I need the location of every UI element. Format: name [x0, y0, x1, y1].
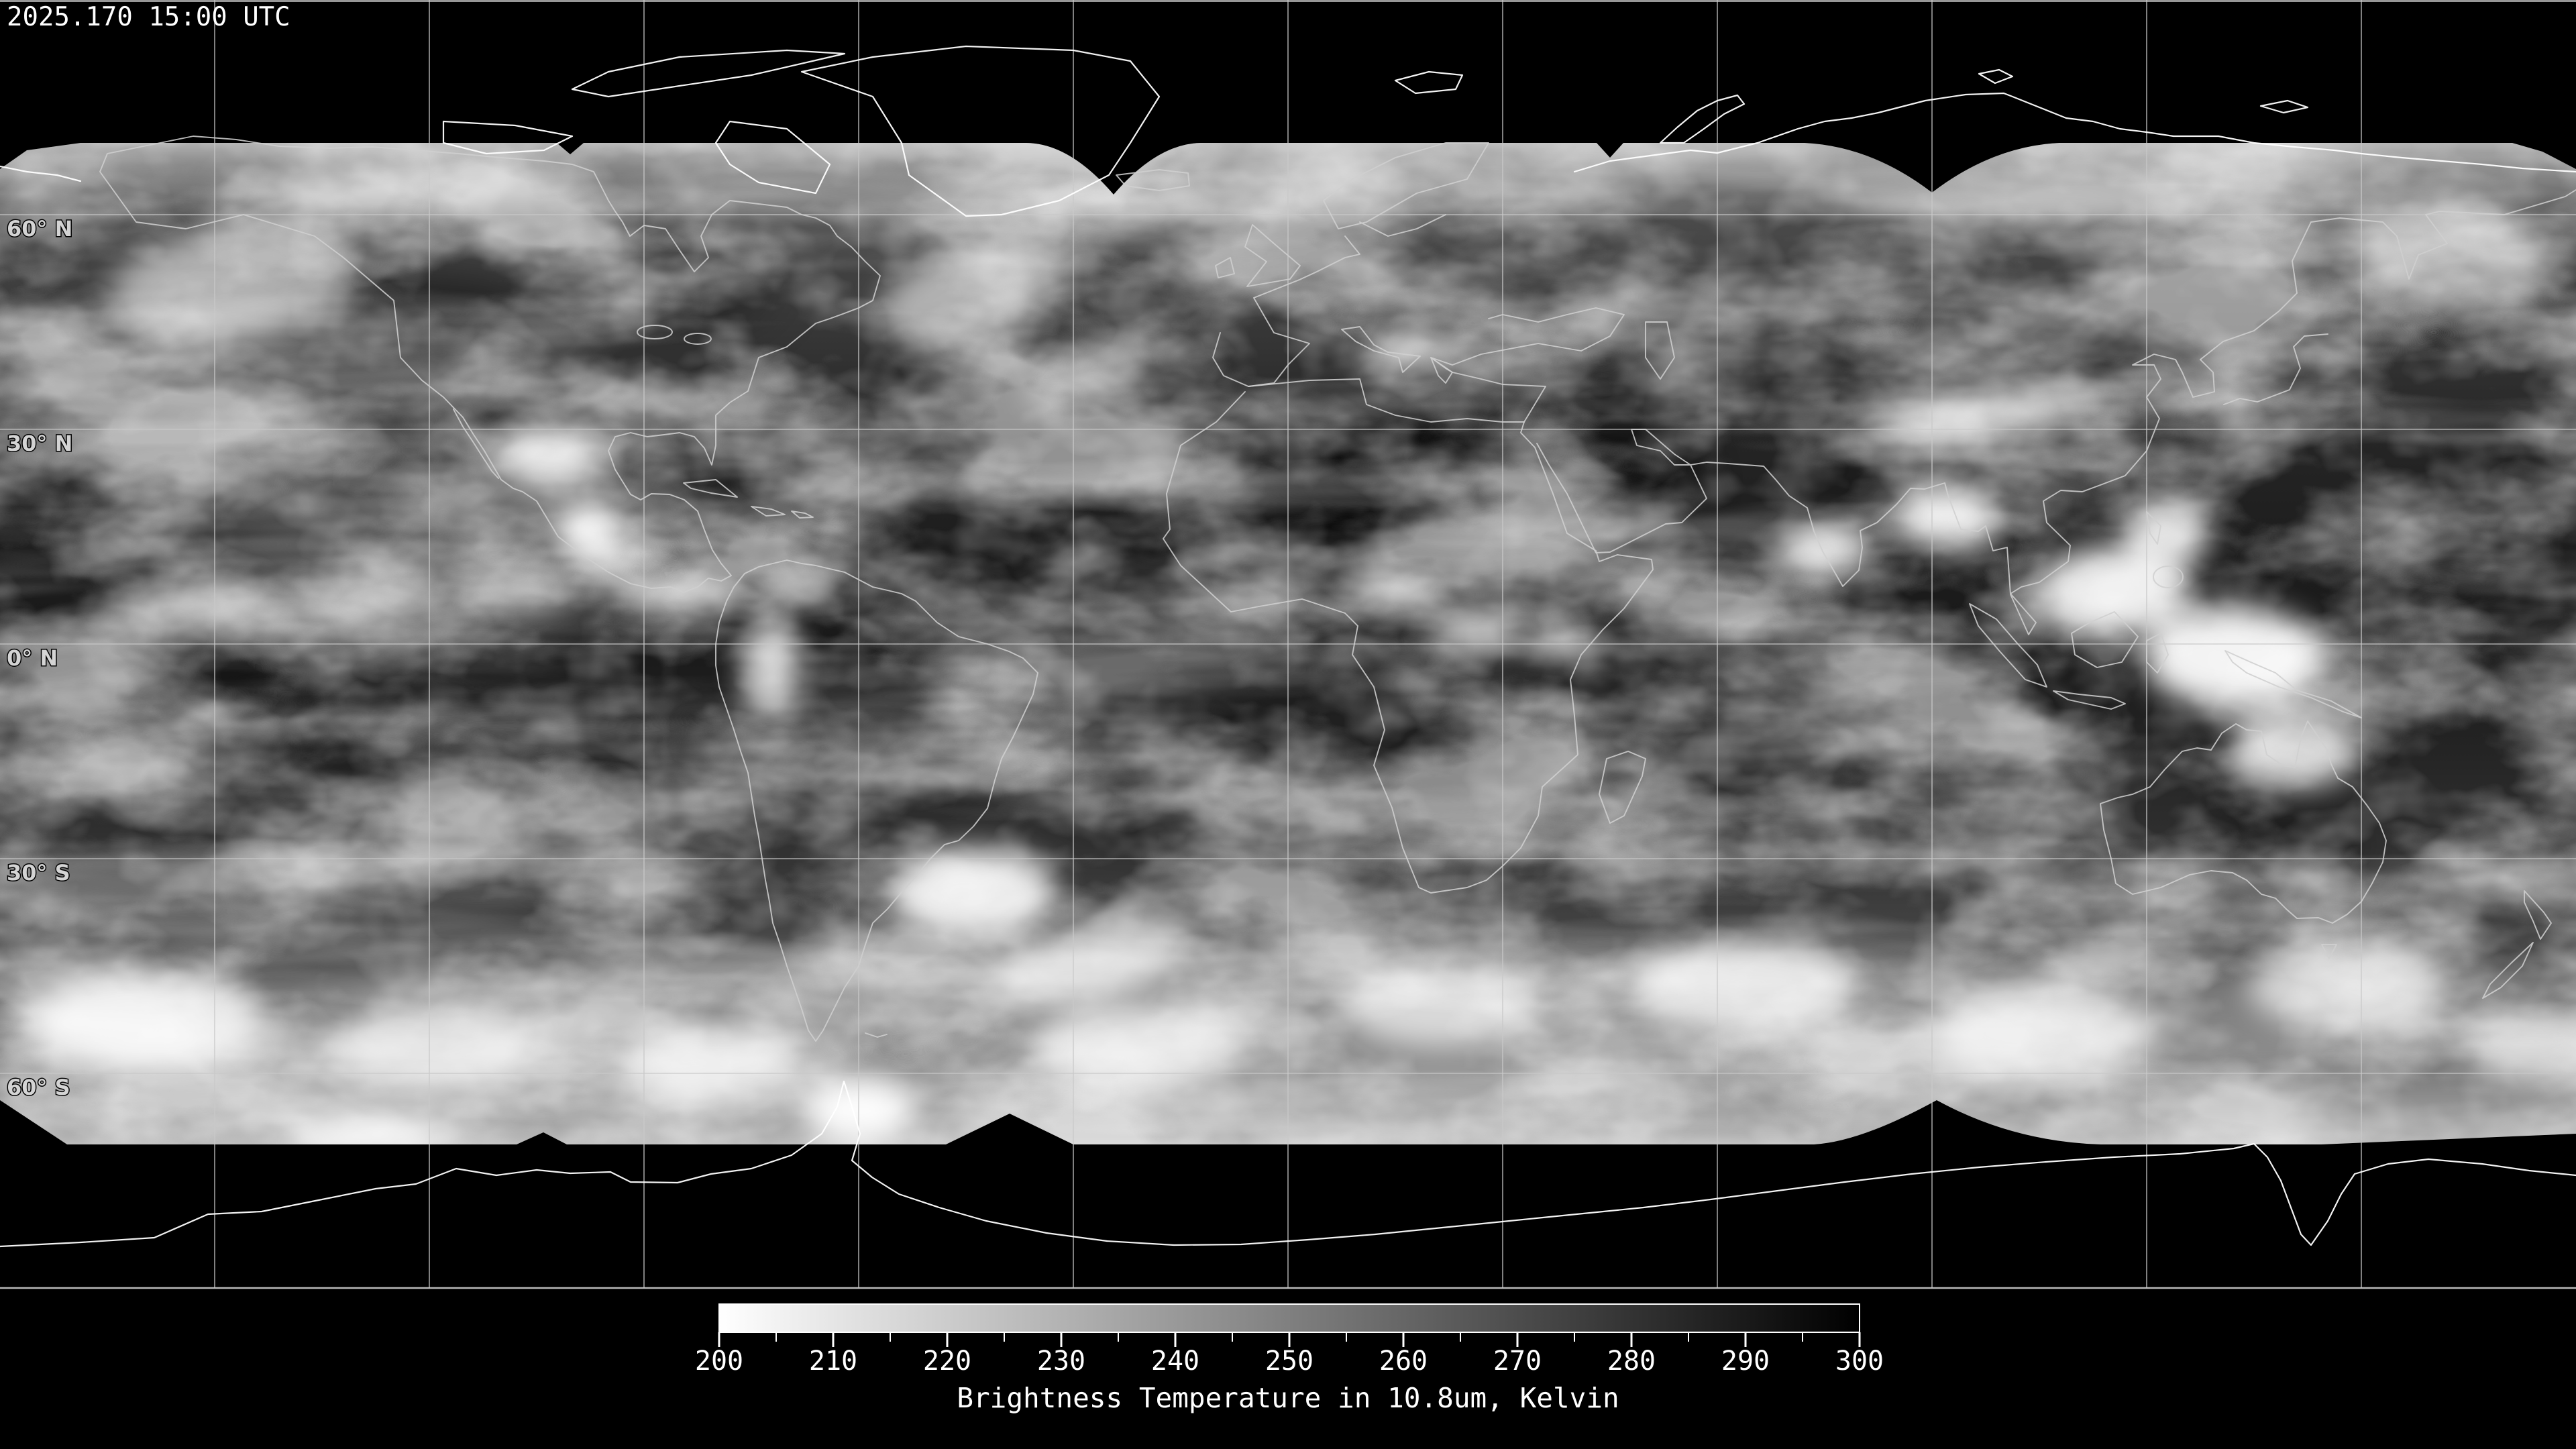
coast-madagascar [1599, 751, 1646, 824]
coast-north-america [99, 136, 881, 593]
coast-baja [453, 409, 499, 479]
latitude-labels: 60° N 30° N 0° N 30° S 60° S [6, 215, 74, 1102]
colorbar-tick-300: 300 [1835, 1346, 1884, 1377]
coast-new-guinea [2224, 650, 2362, 718]
coast-philippines [2146, 511, 2184, 588]
colorbar-tick-280: 280 [1607, 1346, 1656, 1377]
latitude-label-0n: 0° N [7, 645, 58, 671]
coast-east-russia [2200, 189, 2576, 360]
colorbar-caption: Brightness Temperature in 10.8um, Kelvin [957, 1382, 1619, 1414]
colorbar-tick-240: 240 [1151, 1346, 1199, 1377]
coast-chukotka [0, 165, 82, 182]
coast-greece [1430, 357, 1453, 384]
coast-antarctica [0, 1080, 2576, 1248]
coast-new-zealand [2482, 890, 2552, 999]
colorbar-tick-260: 260 [1379, 1346, 1428, 1377]
colorbar-tick-270: 270 [1493, 1346, 1542, 1377]
latitude-label-30n: 30° N [7, 431, 72, 456]
coast-iceland [1116, 169, 1190, 191]
coast-british-isles [1215, 224, 1301, 287]
coast-africa [1163, 391, 1654, 894]
colorbar-tick-290: 290 [1721, 1346, 1770, 1377]
coast-baffin-island [714, 120, 831, 195]
coast-severnaya-zemlya [1978, 68, 2309, 114]
coast-sulawesi [2146, 633, 2169, 674]
coast-victoria-island [442, 120, 574, 155]
colorbar-gradient [718, 1303, 1860, 1333]
coast-australia [2100, 720, 2387, 924]
timestamp: 2025.170 15:00 UTC [7, 2, 290, 32]
coast-europe [1212, 235, 1360, 387]
colorbar-tick-250: 250 [1265, 1346, 1313, 1377]
coast-italy [1341, 326, 1421, 373]
coast-scandinavia [1323, 142, 1489, 237]
coast-japan [2223, 333, 2328, 405]
coast-ellesmere-island [571, 49, 846, 98]
latitude-label-60s: 60° S [7, 1075, 70, 1100]
coast-falklands [865, 1032, 888, 1038]
coast-java [2053, 690, 2126, 710]
coastlines [0, 45, 2576, 1248]
colorbar-major-ticks [718, 1332, 1861, 1347]
coast-russian-arctic [1573, 92, 2576, 173]
coast-tasmania [2321, 944, 2337, 959]
colorbar-tick-220: 220 [923, 1346, 971, 1377]
coast-svalbard [1394, 70, 1464, 95]
coast-novaya-zemlya [1659, 94, 1746, 144]
colorbar-tick-210: 210 [809, 1346, 857, 1377]
coast-caribbean [683, 479, 814, 519]
coast-arabia-south-asia [1536, 354, 2215, 635]
coast-south-america [715, 559, 1038, 1042]
graticule [0, 0, 2576, 1289]
latitude-label-60n: 60° N [7, 216, 72, 241]
colorbar-tick-labels: 200 210 220 230 240 250 260 270 280 290 … [695, 1346, 1884, 1377]
colorbar: 200 210 220 230 240 250 260 270 280 290 … [695, 1303, 1884, 1414]
coast-borneo [2071, 611, 2139, 668]
coast-sumatra [1969, 603, 2047, 688]
cold-cloud-systems [13, 170, 2576, 1144]
colorbar-tick-200: 200 [695, 1346, 743, 1377]
colorbar-minor-ticks [775, 1332, 1803, 1342]
coast-greenland [800, 45, 1161, 217]
latitude-label-30s: 30° S [7, 860, 70, 885]
colorbar-tick-230: 230 [1037, 1346, 1085, 1377]
coast-caspian-sea [1645, 321, 1675, 380]
coast-great-lakes [637, 325, 712, 345]
